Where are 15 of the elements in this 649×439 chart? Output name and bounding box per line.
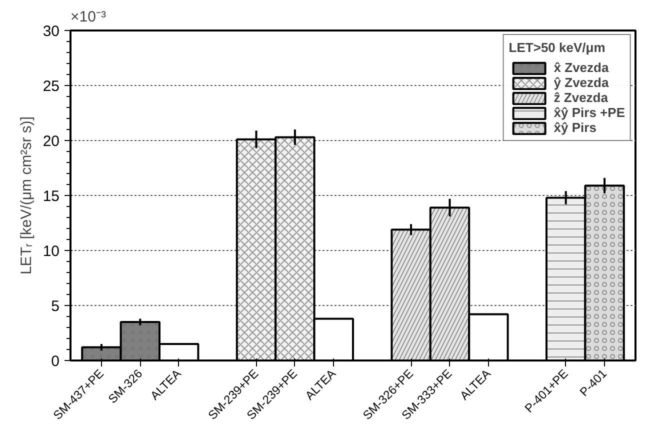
legend-title: LET>50 keV/μm [508, 40, 606, 55]
legend-label: x̂ Zvezda [554, 60, 609, 75]
y-tick-label: 20 [42, 133, 60, 150]
text: ×10⁻³ [70, 8, 106, 26]
legend-label: x̂ŷ Pirs [554, 120, 596, 135]
y-tick-label: 10 [42, 243, 60, 260]
legend-label: ŷ Zvezda [554, 75, 609, 90]
y-tick-label: 5 [51, 298, 60, 315]
y-tick-label: 25 [42, 78, 60, 95]
y-axis-title: LETᵣ [keV/(μm cm²sr s)] [18, 116, 35, 275]
y-tick-label: 0 [51, 353, 60, 370]
legend-label: x̂ŷ Pirs +PE [554, 105, 625, 120]
y-tick-label: 30 [42, 23, 60, 40]
legend-label: ẑ Zvezda [554, 90, 608, 105]
y-tick-label: 15 [42, 188, 60, 205]
